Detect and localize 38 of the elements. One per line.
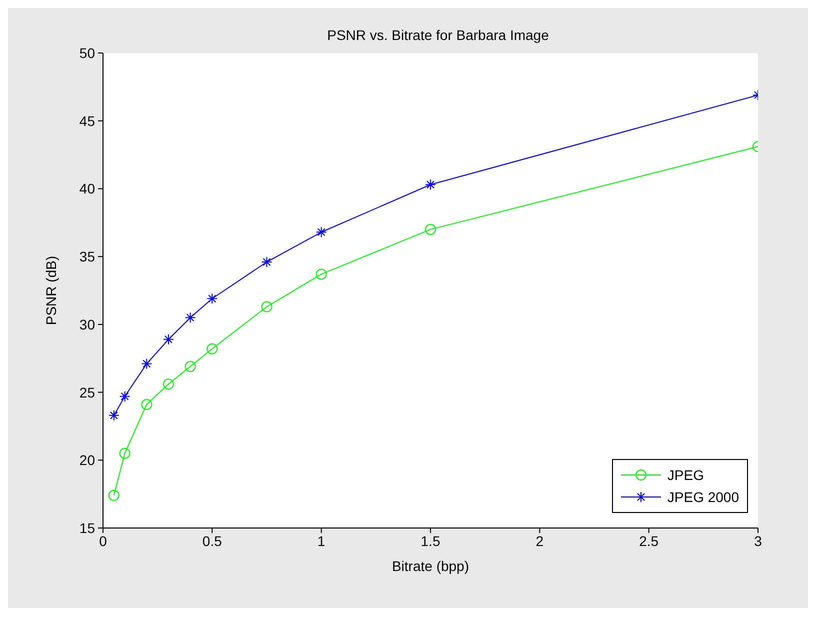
- point: [184, 361, 196, 372]
- y-tick-label: 30: [79, 316, 96, 332]
- point: [261, 301, 272, 312]
- y-tick-label: 40: [79, 180, 96, 197]
- x-tick-label: 1: [317, 532, 326, 549]
- point: [119, 390, 130, 402]
- point: [206, 293, 218, 304]
- point: [206, 343, 218, 354]
- point: [163, 378, 174, 390]
- point: [261, 256, 272, 268]
- point: [141, 399, 152, 410]
- y-tick-label: 35: [79, 248, 96, 265]
- y-tick-label: 25: [79, 384, 96, 400]
- point: [425, 179, 436, 190]
- point: [425, 224, 436, 235]
- chart-title: PSNR vs. Bitrate for Barbara Image: [327, 27, 550, 43]
- x-axis-title: Bitrate (bpp): [392, 558, 470, 574]
- x-tick-label: 2.5: [639, 532, 659, 549]
- y-tick-label: 15: [79, 520, 96, 536]
- legend-label: JPEG: [667, 467, 704, 483]
- point: [316, 268, 327, 280]
- point: [108, 490, 120, 501]
- y-axis-title: PSNR (dB): [42, 256, 59, 326]
- point: [119, 448, 130, 459]
- point: [108, 410, 120, 421]
- x-tick-label: 0.5: [202, 532, 222, 549]
- legend-label: JPEG 2000: [667, 489, 739, 505]
- x-tick-label: 3: [754, 532, 762, 549]
- point: [316, 226, 327, 238]
- x-tick-label: 1.5: [420, 532, 440, 549]
- x-tick-label: 0: [99, 532, 108, 549]
- x-tick-label: 2: [536, 532, 544, 549]
- point: [141, 358, 152, 370]
- point: [184, 312, 196, 324]
- y-tick-label: 20: [79, 452, 96, 468]
- y-tick-label: 50: [79, 44, 96, 61]
- y-tick-label: 45: [79, 112, 96, 129]
- point: [163, 334, 174, 345]
